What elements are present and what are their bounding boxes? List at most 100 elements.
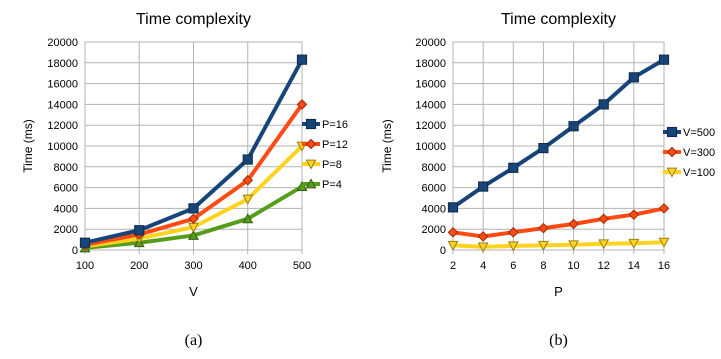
chart-a-svg: 0 2000 4000 6000 8000 10000 12000 14000 16000 180… [21, 11, 348, 349]
data-point [447, 227, 459, 238]
y-tick-label: 16000 [47, 79, 78, 91]
legend-label: P=12 [322, 139, 348, 151]
legend-entry: P=16 [302, 118, 348, 131]
legend-marker [305, 178, 317, 189]
data-point [79, 237, 91, 248]
legend-marker [305, 159, 317, 170]
y-tick-label: 10000 [415, 141, 446, 153]
data-point [242, 154, 253, 165]
series-V=100 [447, 237, 670, 253]
x-tick-label: 14 [628, 260, 640, 272]
data-point [568, 121, 579, 132]
data-point [242, 194, 254, 205]
series-line [452, 240, 665, 249]
series-V=500 [447, 54, 670, 213]
legend-marker [305, 118, 317, 130]
legend-entry: P=12 [302, 138, 348, 151]
legend-marker [666, 146, 678, 158]
y-tick-label: 2000 [422, 224, 446, 236]
data-point [507, 227, 519, 238]
data-point [447, 202, 459, 213]
legend-entry: P=4 [302, 178, 342, 191]
legend-label: V=100 [683, 167, 715, 179]
y-tick-label: 14000 [415, 99, 446, 111]
y-tick-label: 8000 [54, 162, 78, 174]
legend-label: V=500 [683, 127, 715, 139]
y-tick-label: 4000 [422, 203, 446, 215]
figure-caption: (a) [185, 332, 203, 349]
y-tick-label: 6000 [422, 183, 446, 195]
data-point [628, 238, 640, 249]
legend-label: V=300 [683, 147, 715, 159]
data-point [477, 231, 489, 242]
chart-b: 0 2000 4000 6000 8000 10000 12000 14000 16000 180… [360, 0, 721, 354]
data-point [628, 72, 639, 83]
y-tick-label: 12000 [415, 120, 446, 132]
series-line [452, 206, 665, 239]
data-point [658, 203, 670, 214]
legend-entry: P=8 [302, 159, 342, 171]
y-tick-label: 12000 [47, 120, 78, 132]
chart-title: Time complexity [136, 11, 251, 28]
data-point [537, 240, 549, 251]
legend-marker [666, 126, 678, 138]
y-tick-label: 6000 [54, 183, 78, 195]
data-point [598, 239, 610, 250]
chart-title: Time complexity [501, 11, 616, 28]
data-point [296, 54, 308, 65]
data-point [598, 99, 609, 110]
x-tick-label: 16 [658, 260, 670, 272]
chart-a: 0 2000 4000 6000 8000 10000 12000 14000 16000 180… [0, 0, 360, 354]
y-tick-label: 4000 [54, 203, 78, 215]
legend-marker [666, 167, 678, 178]
data-point [538, 222, 549, 234]
series-V=300 [447, 203, 670, 242]
x-tick-label: 10 [567, 260, 579, 272]
data-point [538, 142, 549, 154]
data-point [188, 203, 199, 214]
data-point [568, 240, 580, 251]
data-point [658, 237, 670, 248]
x-tick-label: 4 [480, 260, 486, 272]
y-tick-label: 10000 [47, 141, 78, 153]
data-point [508, 162, 519, 173]
series-P=16 [79, 54, 308, 248]
y-tick-label: 18000 [47, 58, 78, 70]
data-point [447, 240, 459, 251]
y-tick-label: 18000 [415, 58, 446, 70]
legend-label: P=8 [322, 159, 342, 171]
y-tick-label: 0 [72, 245, 78, 257]
y-tick-label: 2000 [54, 224, 78, 236]
x-axis-label: P [554, 284, 563, 299]
y-tick-label: 14000 [47, 99, 78, 111]
legend-marker [305, 138, 317, 150]
figure-caption: (b) [549, 332, 568, 349]
data-point [658, 54, 670, 65]
y-tick-label: 0 [440, 245, 446, 257]
data-point [296, 180, 308, 191]
data-point [188, 213, 199, 225]
x-axis-label: V [189, 284, 198, 299]
chart-b-svg: 0 2000 4000 6000 8000 10000 12000 14000 16000 180… [380, 11, 715, 349]
data-point [296, 99, 308, 110]
data-point [568, 218, 579, 230]
data-point [242, 175, 254, 186]
data-point [188, 229, 199, 240]
data-point [628, 209, 640, 220]
x-tick-label: 100 [76, 260, 94, 272]
x-tick-label: 6 [510, 260, 516, 272]
legend-label: P=4 [322, 179, 342, 191]
x-tick-label: 8 [540, 260, 546, 272]
data-point [478, 181, 489, 192]
data-point [598, 213, 610, 225]
y-tick-label: 20000 [47, 37, 78, 49]
y-axis-label: Time (ms) [380, 119, 394, 173]
data-point [477, 242, 489, 253]
legend-entry: V=500 [663, 126, 715, 139]
legend-entry: V=300 [663, 146, 715, 159]
data-point [242, 213, 254, 224]
legend-label: P=16 [322, 119, 348, 131]
y-tick-label: 16000 [415, 79, 446, 91]
x-tick-label: 12 [598, 260, 610, 272]
legend-entry: V=100 [663, 167, 715, 179]
